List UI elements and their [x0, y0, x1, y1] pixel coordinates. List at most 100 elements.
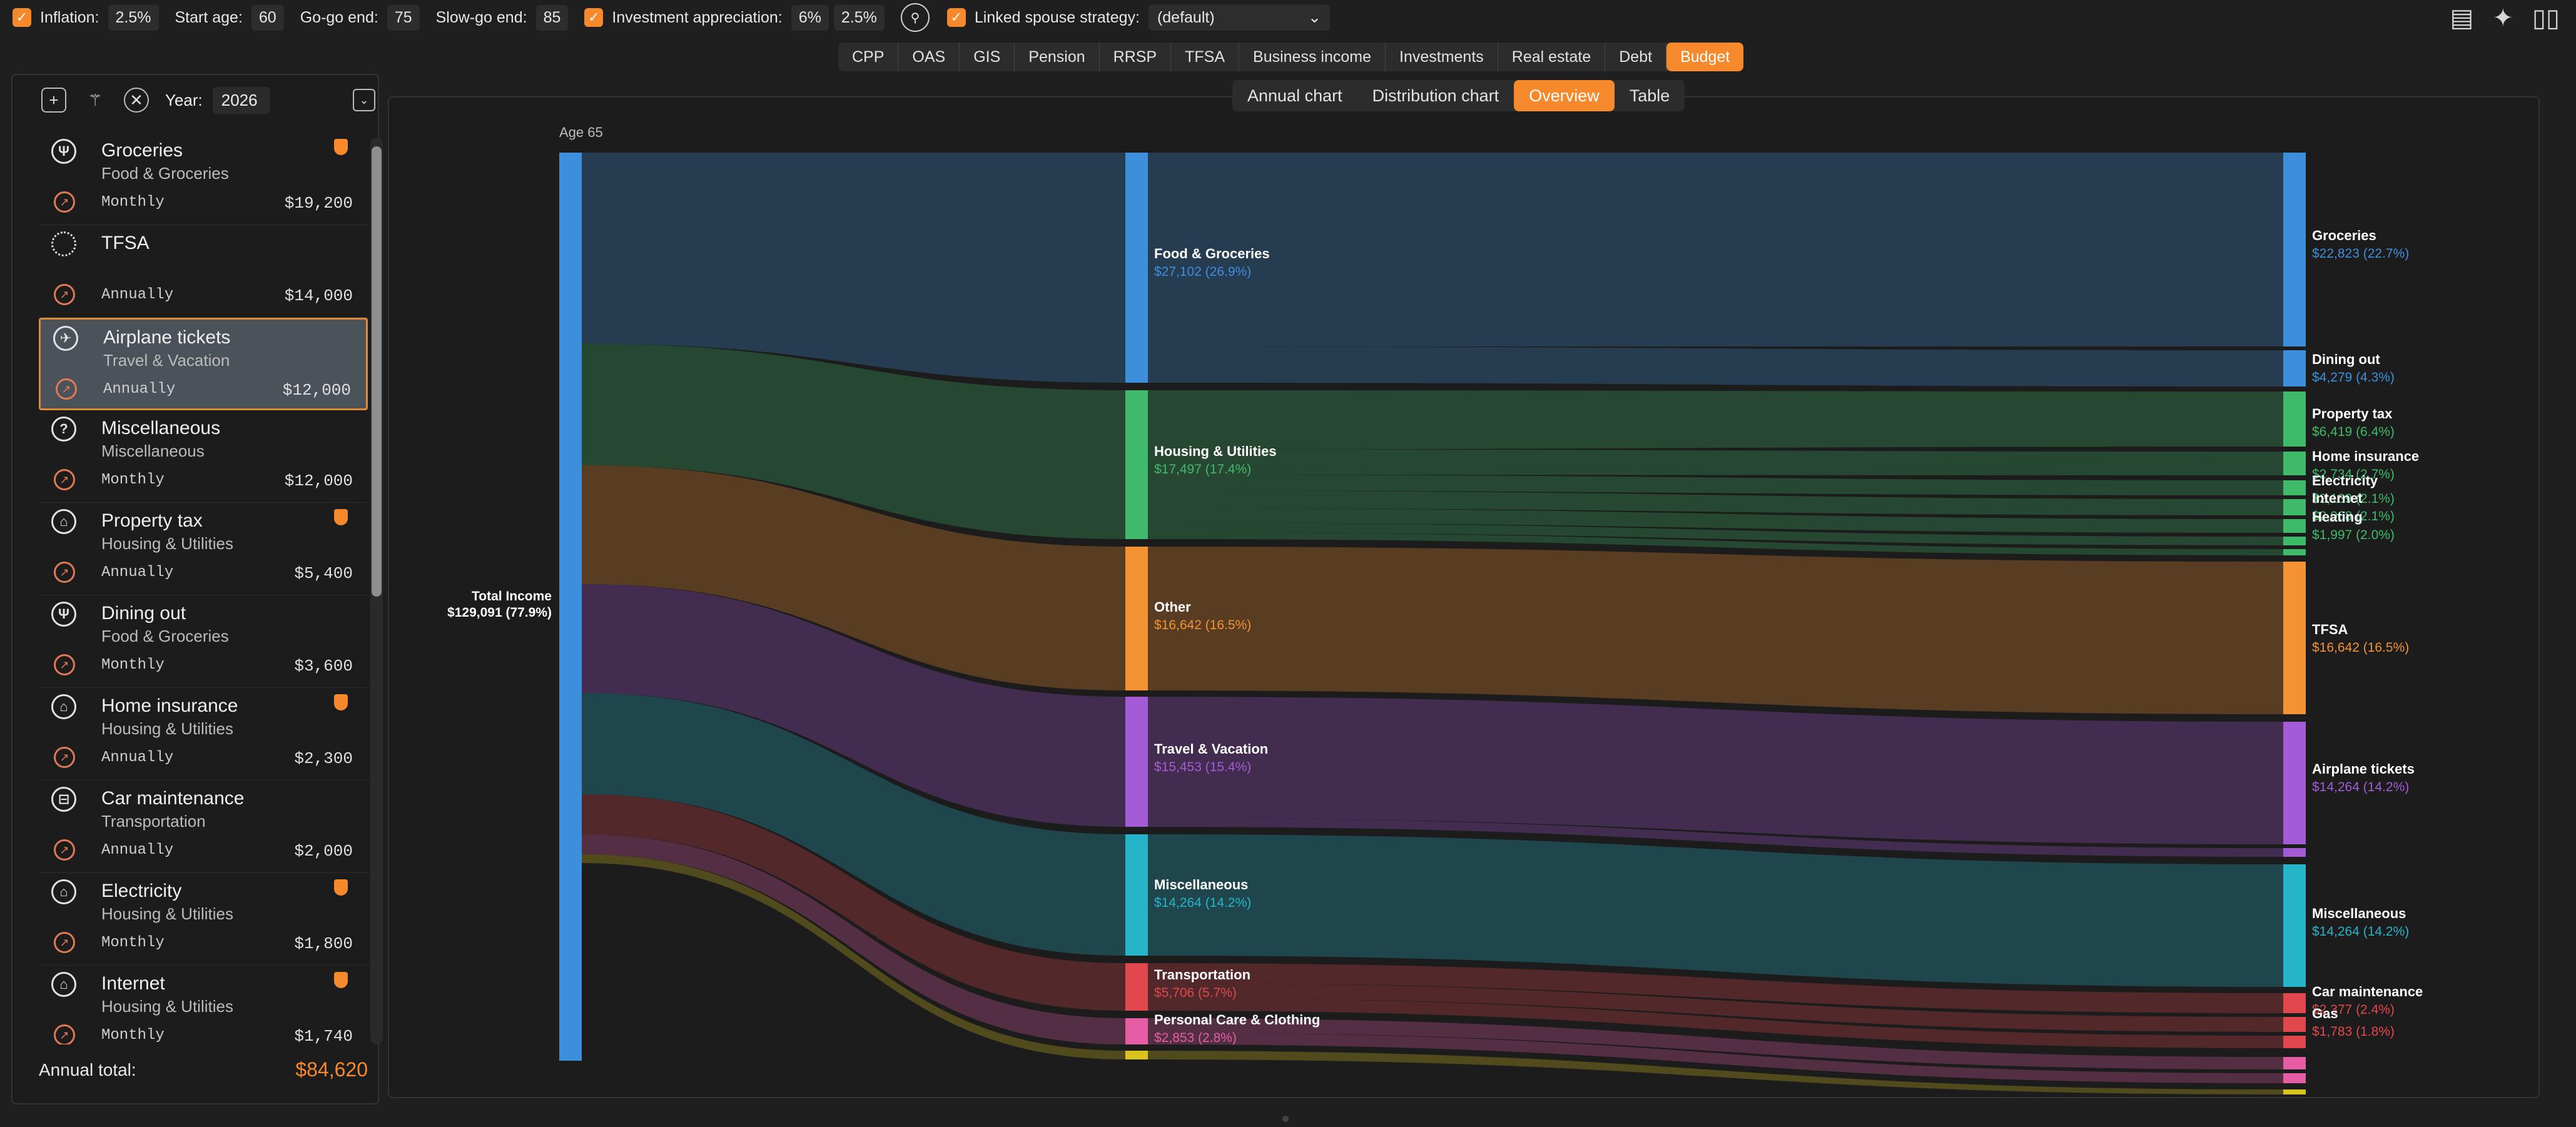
chart-title: Age 65	[559, 124, 603, 140]
item-category: Housing & Utilities	[101, 904, 233, 923]
sankey-node-item	[2283, 864, 2306, 987]
collapse-icon[interactable]: ⌄	[353, 89, 375, 111]
item-category: Miscellaneous	[101, 442, 205, 460]
trend-up-icon: ↗	[54, 1024, 75, 1044]
sankey-flow-category-to-item	[1148, 983, 2283, 1032]
investment-input-1[interactable]: 6%	[791, 4, 829, 31]
trend-up-icon: ↗	[54, 191, 75, 213]
spouse-select-value: (default)	[1157, 8, 1215, 26]
inflation-checkbox[interactable]: ✓	[13, 8, 31, 27]
category-label: Other	[1154, 599, 1191, 615]
subtab-table[interactable]: Table	[1629, 86, 1670, 105]
sparkle-icon[interactable]: ✦	[2492, 4, 2513, 32]
sankey-node-category	[1125, 390, 1148, 539]
columns-icon[interactable]: ▯▯	[2532, 4, 2560, 32]
year-input[interactable]: 2026	[212, 86, 270, 114]
tab-gis[interactable]: GIS	[960, 43, 1015, 71]
document-icon[interactable]: ▤	[2450, 4, 2474, 32]
item-name: Groceries	[101, 140, 183, 161]
item-name: Home insurance	[101, 695, 238, 716]
resize-handle[interactable]	[1282, 1116, 1289, 1122]
sankey-node-item	[2283, 452, 2306, 475]
inflation-input[interactable]: 2.5%	[108, 4, 159, 31]
spouse-checkbox[interactable]: ✓	[946, 8, 966, 27]
tab-pension[interactable]: Pension	[1015, 43, 1100, 71]
dotted-circle-icon	[51, 231, 76, 256]
category-value: $16,642 (16.5%)	[1154, 618, 1251, 632]
budget-item[interactable]: ? Miscellaneous Miscellaneous ↗ Monthly $12,0…	[39, 410, 368, 503]
sankey-node-category	[1125, 153, 1148, 383]
sankey-node-item	[2283, 392, 2306, 447]
item-label: Internet	[2312, 490, 2363, 506]
budget-item[interactable]: ⌂ Internet Housing & Utilities ↗ Monthly $1,7…	[39, 966, 368, 1044]
tab-cpp[interactable]: CPP	[838, 43, 899, 71]
budget-item[interactable]: Ψ Dining out Food & Groceries ↗ Monthly $3,60…	[39, 595, 368, 688]
magic-wand-icon[interactable]: ⚚	[88, 90, 103, 109]
item-category: Housing & Utilities	[101, 719, 233, 738]
budget-item[interactable]: Ψ Groceries Food & Groceries ↗ Monthly $19,20…	[39, 133, 368, 225]
tab-budget[interactable]: Budget	[1666, 43, 1744, 71]
subtab-distribution-chart[interactable]: Distribution chart	[1372, 86, 1499, 105]
item-frequency: Annually	[101, 842, 174, 859]
item-name: TFSA	[101, 233, 150, 253]
budget-list-panel: + ⚚ ✕ Year: 2026 ⌄ Ψ Groceries Food & Groc…	[11, 74, 383, 1104]
subtab-overview[interactable]: Overview	[1514, 80, 1615, 111]
tab-investments[interactable]: Investments	[1386, 43, 1498, 71]
sankey-node-category	[1125, 1018, 1148, 1044]
slowgo-end-input[interactable]: 85	[535, 4, 569, 31]
subtab-annual-chart[interactable]: Annual chart	[1247, 86, 1342, 105]
sankey-node-item	[2283, 993, 2306, 1013]
sankey-flow-category-to-item	[1148, 1051, 2283, 1094]
item-value: $2,377 (2.4%)	[2312, 1003, 2395, 1017]
sankey-flow-category-to-item	[1148, 153, 2283, 346]
scrollbar-thumb[interactable]	[372, 146, 382, 597]
add-icon[interactable]: +	[41, 88, 66, 113]
source-label: Total Income	[472, 589, 552, 604]
spouse-label: Linked spouse strategy:	[974, 8, 1140, 26]
main-tabs: CPP OAS GIS Pension RRSP TFSA Business i…	[838, 43, 1744, 71]
budget-item[interactable]: ⌂ Property tax Housing & Utilities ↗ Annuall…	[39, 503, 368, 595]
tab-rrsp[interactable]: RRSP	[1100, 43, 1172, 71]
sankey-flow-category-to-item	[1148, 834, 2283, 987]
sankey-flow-income-to-category	[582, 693, 1125, 956]
item-label: Gas	[2312, 1006, 2338, 1021]
slowgo-end-label: Slow-go end:	[435, 8, 527, 26]
item-frequency: Monthly	[101, 1027, 165, 1044]
gogo-end-input[interactable]: 75	[387, 4, 420, 31]
item-frequency: Monthly	[101, 472, 165, 488]
sankey-flow-income-to-category	[582, 794, 1125, 1011]
spouse-select[interactable]: (default) ⌄	[1148, 4, 1330, 31]
tab-oas[interactable]: OAS	[898, 43, 960, 71]
person-circle-icon[interactable]: ⚲	[900, 3, 930, 32]
sankey-flow-category-to-item	[1148, 346, 2283, 387]
top-toolbar: ✓ Inflation: 2.5% Start age: 60 Go-go en…	[0, 0, 2576, 35]
item-category: Housing & Utilities	[101, 534, 233, 553]
sankey-flow-income-to-category	[582, 854, 1125, 1059]
sankey-flow-category-to-item	[1148, 1033, 2283, 1083]
sankey-flow-category-to-item	[1148, 449, 2283, 475]
source-value: $129,091 (77.9%)	[447, 605, 552, 620]
year-label: Year:	[165, 90, 203, 109]
sankey-node-category	[1125, 547, 1148, 690]
budget-item[interactable]: ⌂ Home insurance Housing & Utilities ↗ Annua…	[39, 688, 368, 781]
start-age-input[interactable]: 60	[251, 4, 284, 31]
budget-item[interactable]: TFSA ↗ Annually $14,000	[39, 225, 368, 318]
house-icon: ⌂	[51, 972, 76, 997]
tab-tfsa[interactable]: TFSA	[1171, 43, 1240, 71]
trend-up-icon: ↗	[54, 839, 75, 861]
budget-item[interactable]: ✈ Airplane tickets Travel & Vacation ↗ Annua…	[39, 318, 368, 410]
sankey-flow-income-to-category	[582, 584, 1125, 827]
budget-item[interactable]: ⊟ Car maintenance Transportation ↗ Annually $…	[39, 781, 368, 873]
clear-icon[interactable]: ✕	[124, 88, 149, 113]
item-label: Property tax	[2312, 406, 2393, 422]
investment-checkbox[interactable]: ✓	[584, 8, 604, 27]
tab-business-income[interactable]: Business income	[1239, 43, 1386, 71]
tab-real-estate[interactable]: Real estate	[1498, 43, 1606, 71]
trend-up-icon: ↗	[54, 469, 75, 490]
tab-debt[interactable]: Debt	[1605, 43, 1667, 71]
list-scrollbar[interactable]	[370, 138, 383, 1044]
sankey-node-item	[2283, 848, 2306, 857]
investment-input-2[interactable]: 2.5%	[833, 4, 885, 31]
budget-item[interactable]: ⌂ Electricity Housing & Utilities ↗ Monthly $…	[39, 873, 368, 966]
item-label: Home insurance	[2312, 448, 2419, 464]
